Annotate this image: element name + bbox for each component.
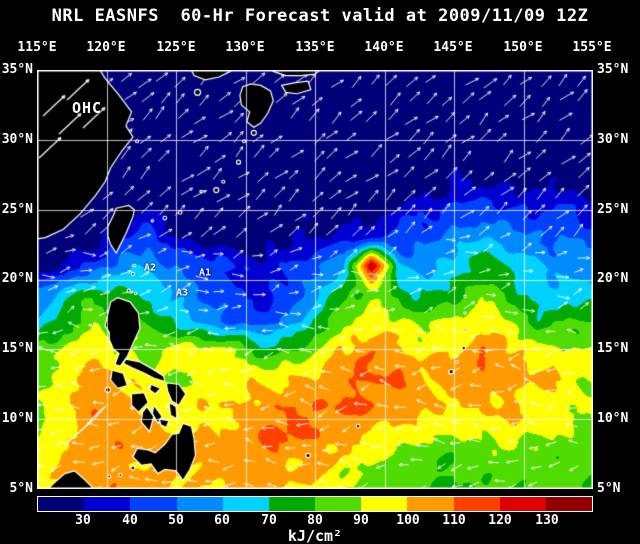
station-label-a3: A3 <box>175 287 189 299</box>
colorbar-segment <box>499 497 546 511</box>
colorbar-segment <box>361 497 408 511</box>
lat-axis-label-right: 25°N <box>597 202 629 217</box>
station-label-a2: A2 <box>143 262 157 274</box>
colorbar-segment <box>176 497 223 511</box>
colorbar-tick-label: 120 <box>488 513 512 528</box>
lon-axis-label: 140°E <box>364 40 404 55</box>
colorbar-tick-label: 30 <box>75 513 91 528</box>
colorbar-segment <box>315 497 362 511</box>
lat-axis-label-right: 5°N <box>597 481 621 496</box>
lat-axis-label-left: 30°N <box>1 132 33 147</box>
colorbar-segment <box>268 497 316 511</box>
lat-axis-label-left: 20°N <box>1 271 33 286</box>
colorbar-segment <box>130 497 177 511</box>
lon-axis-label: 150°E <box>503 40 543 55</box>
lat-axis-label-right: 35°N <box>597 62 629 77</box>
lon-axis-label: 130°E <box>225 40 265 55</box>
colorbar-tick-label: 130 <box>535 513 559 528</box>
colorbar-segment <box>545 497 593 511</box>
lat-axis-label-right: 15°N <box>597 341 629 356</box>
colorbar-tick-label: 90 <box>353 513 369 528</box>
colorbar-segment <box>84 497 131 511</box>
lat-axis-label-left: 35°N <box>1 62 33 77</box>
colorbar <box>37 496 593 512</box>
lon-axis-label: 120°E <box>86 40 126 55</box>
lon-axis-label: 145°E <box>433 40 473 55</box>
ocean-heat-content-map <box>37 70 593 489</box>
colorbar-segment <box>453 497 500 511</box>
colorbar-tick-label: 100 <box>396 513 420 528</box>
lon-axis-label: 115°E <box>17 40 57 55</box>
lat-axis-label-left: 5°N <box>9 481 33 496</box>
lat-axis-label-right: 20°N <box>597 271 629 286</box>
colorbar-tick-label: 40 <box>122 513 138 528</box>
lat-axis-label-left: 25°N <box>1 202 33 217</box>
lon-axis-label: 135°E <box>295 40 335 55</box>
lat-axis-label-left: 10°N <box>1 411 33 426</box>
lon-axis-label: 125°E <box>156 40 196 55</box>
lat-axis-label-left: 15°N <box>1 341 33 356</box>
lat-axis-label-right: 10°N <box>597 411 629 426</box>
colorbar-tick-label: 110 <box>442 513 466 528</box>
colorbar-tick-label: 70 <box>261 513 277 528</box>
colorbar-segment <box>407 497 454 511</box>
map-label-ohc: OHC <box>71 99 103 117</box>
lon-axis-label: 155°E <box>572 40 612 55</box>
plot-title: NRL EASNFS 60-Hr Forecast valid at 2009/… <box>51 6 589 26</box>
colorbar-tick-label: 80 <box>307 513 323 528</box>
station-label-a1: A1 <box>198 267 212 279</box>
colorbar-unit-label: kJ/cm² <box>287 527 343 544</box>
colorbar-tick-label: 50 <box>168 513 184 528</box>
colorbar-tick-label: 60 <box>214 513 230 528</box>
lat-axis-label-right: 30°N <box>597 132 629 147</box>
colorbar-segment <box>38 497 85 511</box>
colorbar-segment <box>222 497 269 511</box>
